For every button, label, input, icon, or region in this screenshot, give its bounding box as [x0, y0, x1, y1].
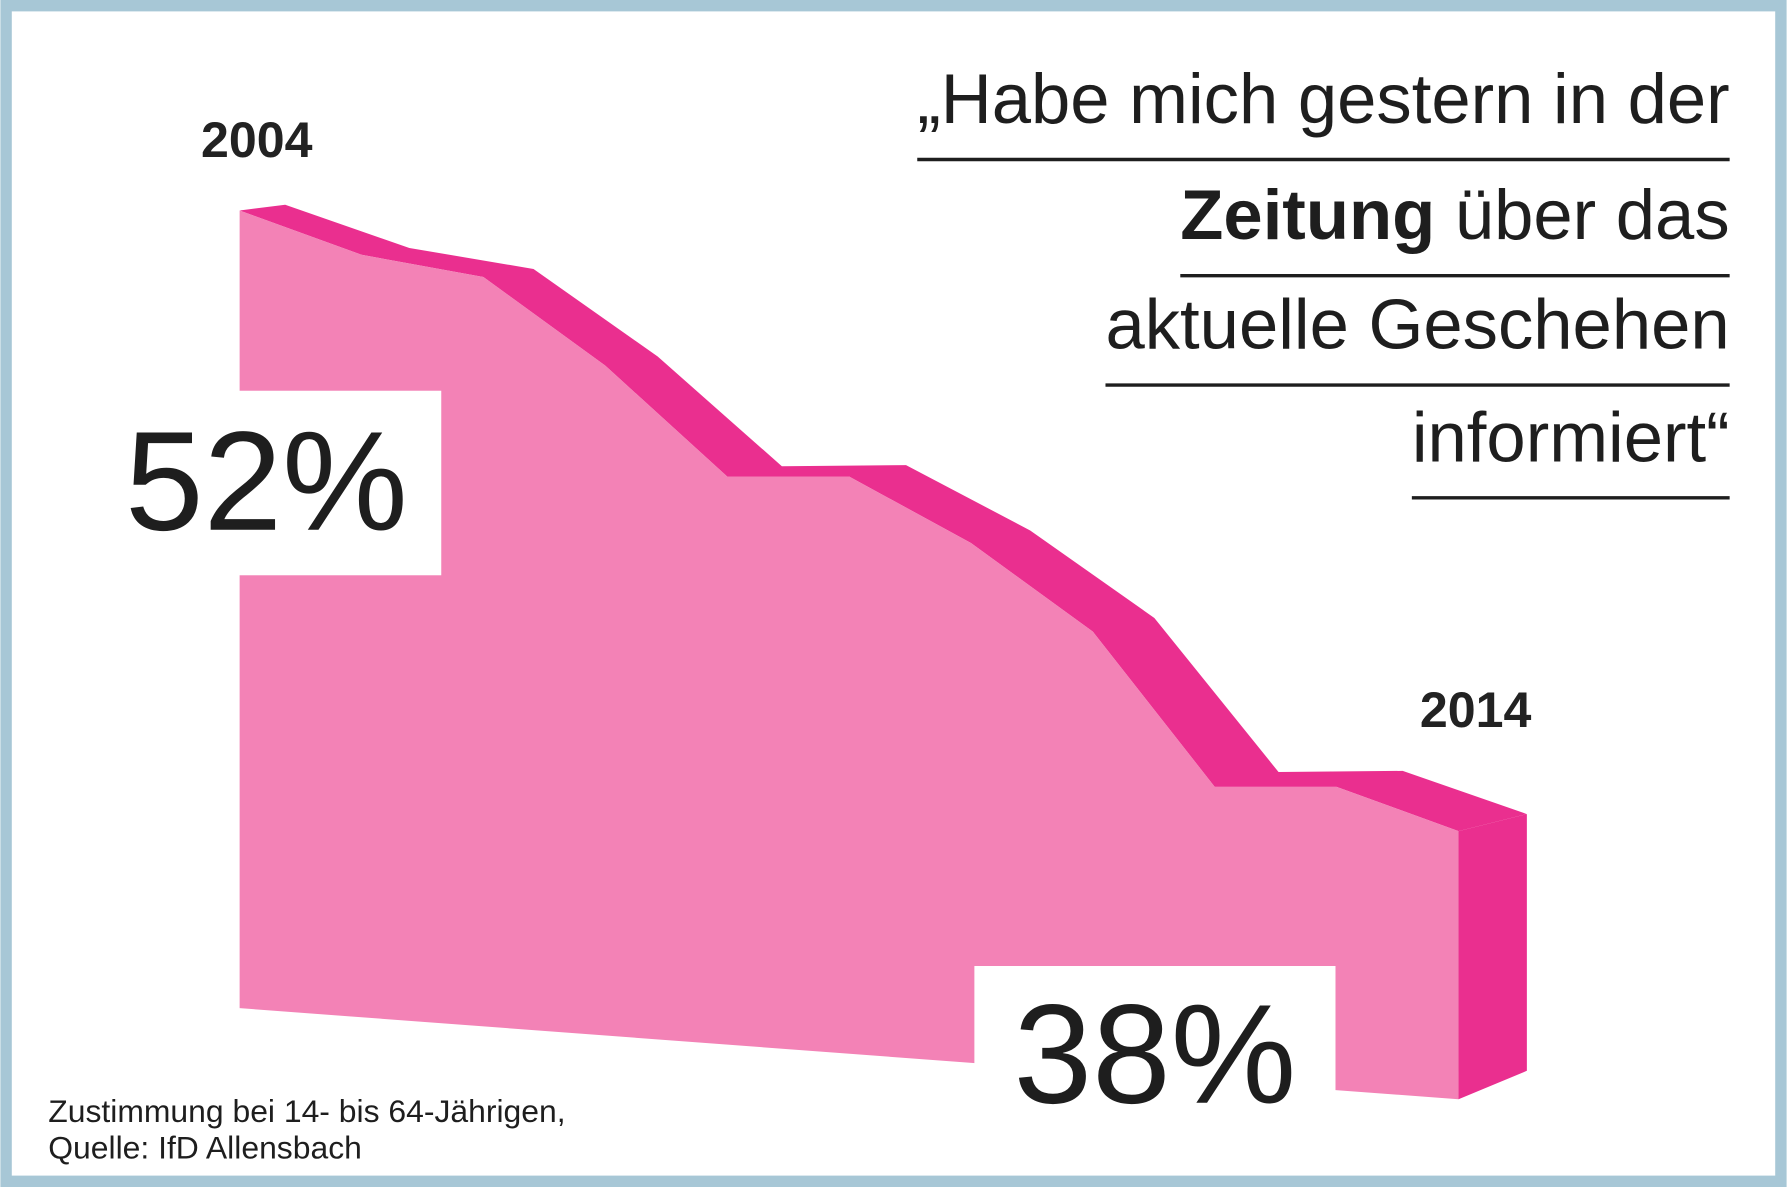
year-label: 2004: [201, 112, 313, 168]
source-note: Zustimmung bei 14- bis 64-Jährigen,: [48, 1093, 565, 1129]
value-label-box: [974, 966, 1336, 1109]
title-part: „Habe mich gestern in der: [917, 59, 1729, 138]
title-part: über das: [1435, 175, 1729, 254]
title-line: informiert“: [1412, 397, 1730, 476]
area: [239, 210, 1459, 1100]
title-part: Zeitung: [1180, 175, 1435, 254]
area-right-side: [1458, 814, 1527, 1100]
value-label: 38%: [1014, 975, 1297, 1133]
title-line: Zeitung über das: [1180, 175, 1729, 254]
source-note: Quelle: IfD Allensbach: [48, 1130, 362, 1166]
year-label: 2014: [1420, 682, 1532, 738]
value-label: 52%: [125, 402, 408, 560]
title-line: aktuelle Geschehen: [1105, 285, 1729, 364]
title-line: „Habe mich gestern in der: [917, 59, 1729, 138]
title-part: informiert“: [1412, 397, 1730, 476]
title-part: aktuelle Geschehen: [1105, 285, 1729, 364]
value-label-box: [91, 390, 442, 576]
